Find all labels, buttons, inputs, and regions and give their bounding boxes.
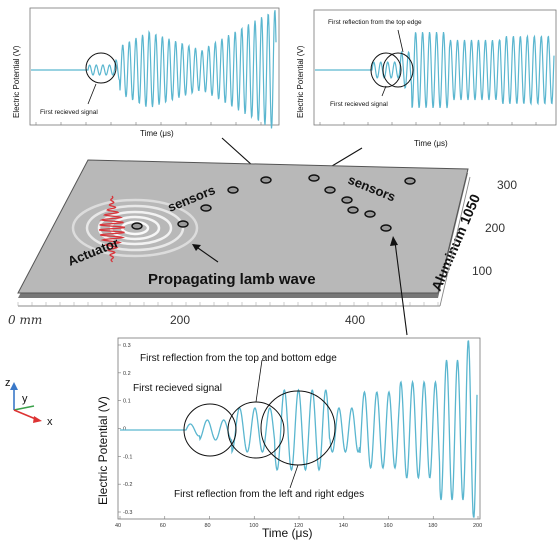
bottom-first-signal-circle: [183, 403, 237, 457]
top-right-annotation-leader-2: [381, 85, 387, 97]
plate-y-tick-300: 300: [497, 178, 517, 192]
top-right-annotation-leader-1: [397, 29, 404, 53]
top-right-ylabel: Electric Potential (V): [296, 45, 305, 118]
bottom-leader-left-right: [289, 464, 299, 489]
bottom-y-tick-label: -0.3: [123, 510, 132, 516]
sensor-dots: [131, 174, 416, 232]
triad-x-label: x: [47, 416, 53, 428]
arrow-head-bottom: [390, 236, 398, 246]
bottom-y-tick-label: 0.3: [123, 343, 131, 349]
bottom-x-tick-label: 200: [473, 523, 482, 529]
sensor-dot: [347, 206, 359, 214]
sensor-dot: [364, 210, 376, 218]
top-left-plot: First recieved signal Electric Potential…: [12, 7, 280, 138]
triad-y-axis: [13, 405, 35, 411]
bottom-plot-frame: [117, 337, 481, 520]
bottom-x-tick-label: 120: [294, 523, 303, 529]
bottom-annotation-top-bottom: First reflection from the top and bottom…: [140, 353, 337, 364]
actuator-burst: [98, 195, 126, 263]
bottom-x-tick-label: 60: [160, 523, 166, 529]
plate-top-surface: [17, 159, 469, 294]
bottom-x-tick-label: 160: [384, 523, 393, 529]
bottom-x-tick-label: 80: [205, 523, 211, 529]
wave-label-arrow-head: [192, 244, 201, 251]
top-right-reflection-circle: [382, 52, 414, 88]
bottom-y-tick-label: -0.2: [123, 482, 132, 488]
wave-rings: [71, 198, 199, 258]
plate-3d: Actuator sensors sensors Propagating lam…: [17, 159, 483, 298]
sensor-dot: [260, 176, 272, 184]
plate-x-tick-400: 400: [345, 313, 365, 327]
top-right-plot-ticks: [319, 122, 537, 125]
bottom-y-tick-label: -0.1: [123, 454, 132, 460]
plate-x-tick-0: 0 mm: [8, 313, 42, 327]
top-right-signal-line: [315, 31, 555, 109]
sensor-dot: [380, 224, 392, 232]
plate-y-tick-200: 200: [485, 221, 505, 235]
bottom-ylabel: Electric Potential (V): [96, 396, 110, 505]
sensor-dot: [324, 186, 336, 194]
top-left-ylabel: Electric Potential (V): [12, 45, 21, 118]
wave-label-arrow: [197, 247, 219, 263]
top-left-annotation-leader: [87, 83, 97, 105]
top-left-annotation: First recieved signal: [40, 109, 98, 116]
bottom-annotation-left-right: First reflection from the left and right…: [174, 489, 364, 500]
plate-axes: 0 mm 200 400 100 200 300: [8, 176, 517, 327]
top-right-annotation-first-signal: First recieved signal: [330, 101, 388, 108]
top-left-first-signal-circle: [85, 52, 117, 84]
bottom-plot: 0.30.20.10-0.1-0.2-0.3 40 60 80 100 120 140 16…: [96, 337, 482, 540]
bottom-y-tick-label: 0.1: [123, 399, 131, 405]
wave-label: Propagating lamb wave: [148, 271, 316, 288]
triad-z-label: z: [5, 377, 11, 389]
bottom-y-tick-label: 0.2: [123, 371, 131, 377]
bottom-x-tick-label: 40: [115, 523, 121, 529]
bottom-signal-line: [120, 340, 478, 518]
bottom-xlabel: Time (μs): [262, 526, 312, 540]
plate-y-tick-100: 100: [472, 264, 492, 278]
sensor-dot: [131, 222, 143, 230]
arrow-sensor-to-bottom: [394, 241, 408, 336]
top-right-xlabel: Time (μs): [414, 139, 448, 148]
bottom-x-tick-label: 100: [249, 523, 258, 529]
top-right-plot: First reflection from the top edge First…: [296, 9, 557, 148]
top-left-signal-line: [31, 10, 277, 129]
plate-y-axis: [439, 176, 471, 307]
bottom-leader-top-bottom: [255, 359, 263, 403]
top-right-annotation-top-edge: First reflection from the top edge: [328, 19, 422, 26]
plate-x-tick-200: 200: [170, 313, 190, 327]
bottom-x-tick-label: 180: [428, 523, 437, 529]
sensor-dot: [177, 220, 189, 228]
triad-y-label: y: [22, 393, 28, 405]
bottom-x-tick-label: 140: [339, 523, 348, 529]
sensor-dot: [200, 204, 212, 212]
sensor-dot: [308, 174, 320, 182]
top-left-plot-ticks: [35, 122, 262, 125]
sensor-dot: [404, 177, 416, 185]
bottom-annotation-first-signal: First recieved signal: [133, 383, 222, 394]
sensor-dot: [227, 186, 239, 194]
axis-triad: z y x: [5, 377, 53, 428]
top-left-xlabel: Time (μs): [140, 129, 174, 138]
bottom-plot-ticks: [118, 344, 479, 519]
sensor-dot: [341, 196, 353, 204]
